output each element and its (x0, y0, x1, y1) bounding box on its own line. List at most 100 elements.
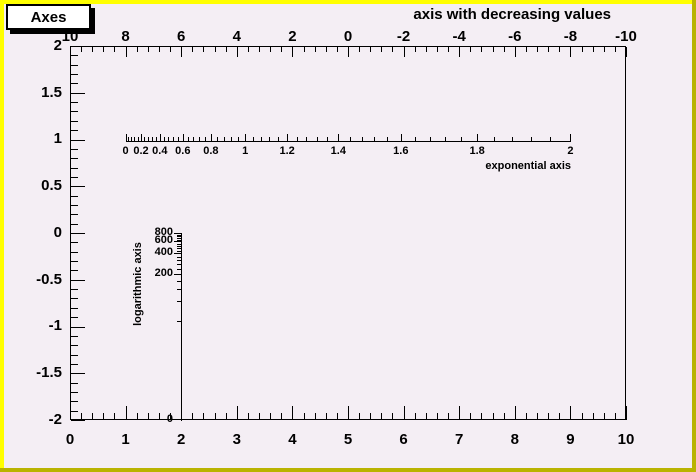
tick (548, 413, 550, 420)
tick (314, 47, 316, 52)
tick (81, 47, 83, 52)
axis-tick-label: 0 (343, 28, 353, 45)
tick (134, 137, 136, 141)
tick (348, 406, 349, 420)
tick (177, 300, 181, 302)
tick (177, 137, 179, 141)
tick (192, 413, 194, 420)
tick (237, 137, 239, 141)
tick (270, 47, 272, 52)
title-box-label: Axes (30, 8, 67, 26)
tick (287, 134, 289, 141)
tick (459, 406, 461, 420)
tick (71, 55, 78, 57)
tick (71, 317, 78, 319)
tick (71, 74, 78, 76)
axis-tick-label: 8 (121, 28, 130, 45)
axis-tick-label: 400 (154, 246, 173, 259)
axis-tick-label: 2 (53, 36, 62, 54)
tick (177, 250, 181, 252)
axis-tick-label: 10 (617, 431, 635, 448)
tick (137, 137, 139, 141)
top-axis-title: axis with decreasing values (413, 6, 611, 23)
tick (281, 47, 283, 52)
canvas-border-right (692, 0, 696, 472)
tick (614, 47, 616, 52)
tick (203, 47, 205, 52)
tick (477, 134, 479, 141)
axis-line (181, 233, 182, 421)
tick (514, 406, 516, 420)
tick (71, 363, 78, 365)
logarithmic-axis-title: logarithmic axis (132, 242, 144, 326)
tick (177, 248, 181, 250)
tick (260, 137, 262, 141)
tick (245, 134, 247, 141)
axis-tick-label: 1.6 (393, 145, 409, 157)
tick (436, 413, 438, 420)
tick (71, 195, 78, 197)
tick (204, 137, 206, 141)
tick (188, 137, 189, 141)
tick (70, 406, 71, 420)
axis-tick-label: 8 (510, 431, 519, 448)
tick (71, 92, 85, 94)
axis-tick-label: -0.5 (36, 270, 62, 288)
tick (381, 413, 383, 420)
tick (403, 47, 405, 57)
tick (626, 406, 627, 420)
tick (349, 137, 351, 141)
tick (494, 137, 496, 141)
tick (114, 47, 116, 52)
axis-tick-label: 0 (122, 145, 129, 157)
tick (193, 137, 195, 141)
tick (125, 47, 127, 57)
tick (626, 47, 627, 57)
tick (503, 47, 505, 52)
axis-tick-label: 600 (154, 234, 173, 247)
tick (247, 413, 249, 420)
tick (530, 137, 532, 141)
axis-tick-label: 0.2 (133, 145, 149, 157)
tick (71, 354, 78, 356)
tick (603, 413, 605, 420)
tick (400, 134, 402, 141)
tick (158, 47, 160, 52)
tick (387, 137, 389, 141)
tick (170, 47, 172, 52)
tick (71, 326, 85, 328)
tick (470, 47, 472, 52)
axis-tick-label: 0 (65, 431, 75, 448)
tick (459, 47, 461, 57)
tick (537, 413, 539, 420)
axis-tick-label: 5 (343, 431, 353, 448)
tick (470, 413, 472, 420)
axis-tick-label: 0.5 (41, 177, 62, 194)
tick (225, 413, 227, 420)
tick (392, 47, 394, 52)
tick (71, 111, 78, 113)
tick (548, 47, 550, 52)
tick (314, 413, 316, 420)
tick (214, 413, 216, 420)
tick (338, 134, 340, 141)
tick (71, 64, 78, 66)
tick (141, 134, 142, 141)
tick (148, 137, 150, 141)
tick (177, 289, 181, 290)
tick (581, 47, 583, 52)
tick (303, 47, 305, 52)
tick (512, 137, 514, 141)
tick (236, 47, 238, 57)
tick (247, 47, 249, 52)
tick (70, 47, 71, 57)
tick (448, 47, 450, 52)
tick (125, 134, 127, 141)
tick (71, 298, 78, 300)
axis-line (125, 141, 572, 142)
tick (381, 47, 383, 52)
tick (177, 256, 181, 258)
tick (259, 47, 261, 52)
axis-tick-label: 2 (288, 28, 297, 45)
